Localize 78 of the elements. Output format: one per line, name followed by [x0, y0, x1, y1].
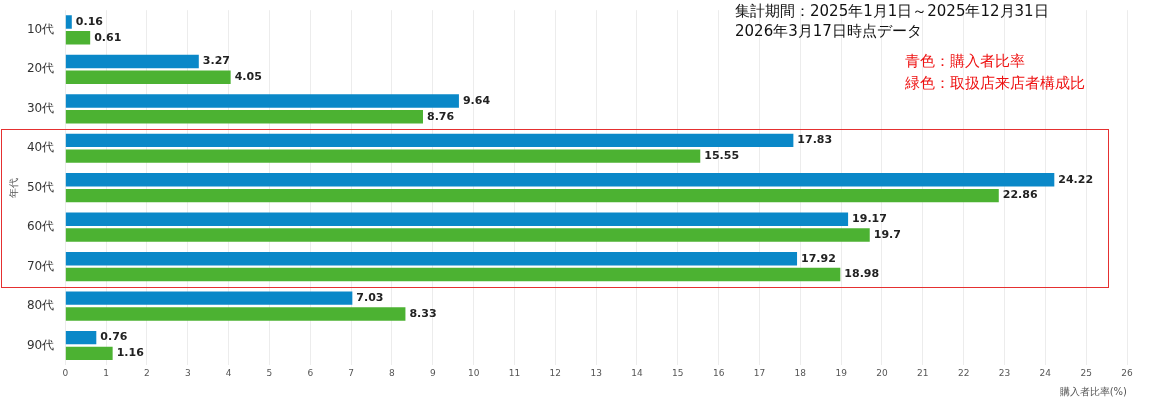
data-label: 19.7	[873, 227, 901, 241]
bar	[65, 330, 97, 345]
bar	[65, 346, 113, 361]
y-tick-label: 50代	[26, 179, 55, 194]
x-tick-label: 16	[712, 367, 725, 378]
data-label: 19.17	[852, 212, 887, 226]
bar	[65, 133, 794, 148]
x-tick-label: 17	[753, 367, 766, 378]
data-label: 8.76	[426, 109, 455, 123]
bar	[65, 251, 798, 266]
x-tick-label: 13	[590, 367, 602, 378]
y-tick-label: 80代	[26, 298, 55, 313]
bar	[65, 94, 459, 108]
data-label: 0.61	[94, 30, 122, 44]
data-label: 8.33	[409, 306, 437, 320]
bar	[65, 228, 870, 242]
x-tick-label: 12	[549, 367, 562, 378]
data-label: 0.76	[100, 330, 128, 344]
y-tick-label: 30代	[26, 100, 55, 115]
x-tick-label: 25	[1080, 367, 1092, 378]
data-label: 7.03	[356, 291, 384, 304]
y-axis-title: 年代	[7, 177, 19, 198]
x-tick-label: 6	[307, 367, 314, 378]
x-axis-title: 購入者比率(%)	[1059, 385, 1128, 397]
x-tick-label: 8	[389, 367, 396, 378]
y-tick-label: 40代	[26, 140, 55, 155]
x-tick-label: 1	[103, 367, 109, 378]
data-label: 1.16	[116, 346, 145, 360]
data-label: 17.92	[801, 251, 836, 265]
x-tick-label: 9	[429, 367, 436, 378]
data-label: 4.05	[234, 70, 262, 84]
annotation: 2026年3月17日時点データ	[735, 22, 922, 40]
x-tick-label: 24	[1039, 367, 1052, 378]
x-tick-label: 18	[794, 367, 807, 378]
x-tick-label: 10	[467, 367, 480, 378]
y-tick-label: 90代	[26, 337, 55, 352]
x-tick-label: 14	[631, 367, 643, 378]
data-label: 9.64	[462, 93, 491, 107]
x-tick-label: 11	[508, 367, 521, 378]
y-tick-label: 70代	[26, 258, 55, 273]
data-label: 22.86	[1002, 188, 1038, 202]
x-tick-label: 19	[835, 367, 848, 378]
data-label: 15.55	[704, 149, 740, 162]
data-label: 24.22	[1058, 172, 1094, 186]
x-tick-label: 0	[62, 367, 69, 378]
bar	[65, 31, 91, 45]
bar	[65, 109, 423, 124]
x-tick-label: 15	[672, 367, 684, 378]
data-label: 18.98	[844, 267, 880, 281]
x-tick-label: 20	[876, 367, 888, 378]
bar	[65, 70, 231, 84]
y-tick-label: 10代	[26, 22, 55, 37]
x-tick-label: 22	[957, 367, 970, 378]
annotation: 集計期間：2025年1月1日～2025年12月31日	[735, 2, 1049, 20]
annotation: 緑色：取扱店来店者構成比	[904, 74, 1085, 92]
bar	[65, 15, 72, 29]
bar	[65, 173, 1055, 187]
x-tick-label: 26	[1121, 367, 1133, 378]
bar	[65, 54, 199, 69]
bar	[65, 212, 849, 226]
data-label: 17.83	[797, 133, 833, 147]
bar	[65, 149, 701, 163]
x-tick-label: 7	[348, 367, 354, 378]
bar	[65, 188, 999, 203]
data-label: 3.27	[202, 54, 230, 68]
y-tick-label: 20代	[26, 61, 55, 76]
y-tick-label: 60代	[26, 219, 55, 234]
annotation: 青色：購入者比率	[905, 52, 1025, 70]
bar	[65, 307, 406, 321]
x-tick-label: 21	[917, 367, 929, 378]
bar	[65, 291, 353, 305]
x-tick-label: 3	[184, 367, 191, 378]
x-tick-label: 2	[144, 367, 150, 378]
x-tick-label: 5	[266, 367, 273, 378]
bar	[65, 267, 841, 282]
x-tick-label: 23	[998, 367, 1011, 378]
data-label: 0.16	[75, 14, 104, 28]
x-tick-label: 4	[225, 367, 232, 378]
